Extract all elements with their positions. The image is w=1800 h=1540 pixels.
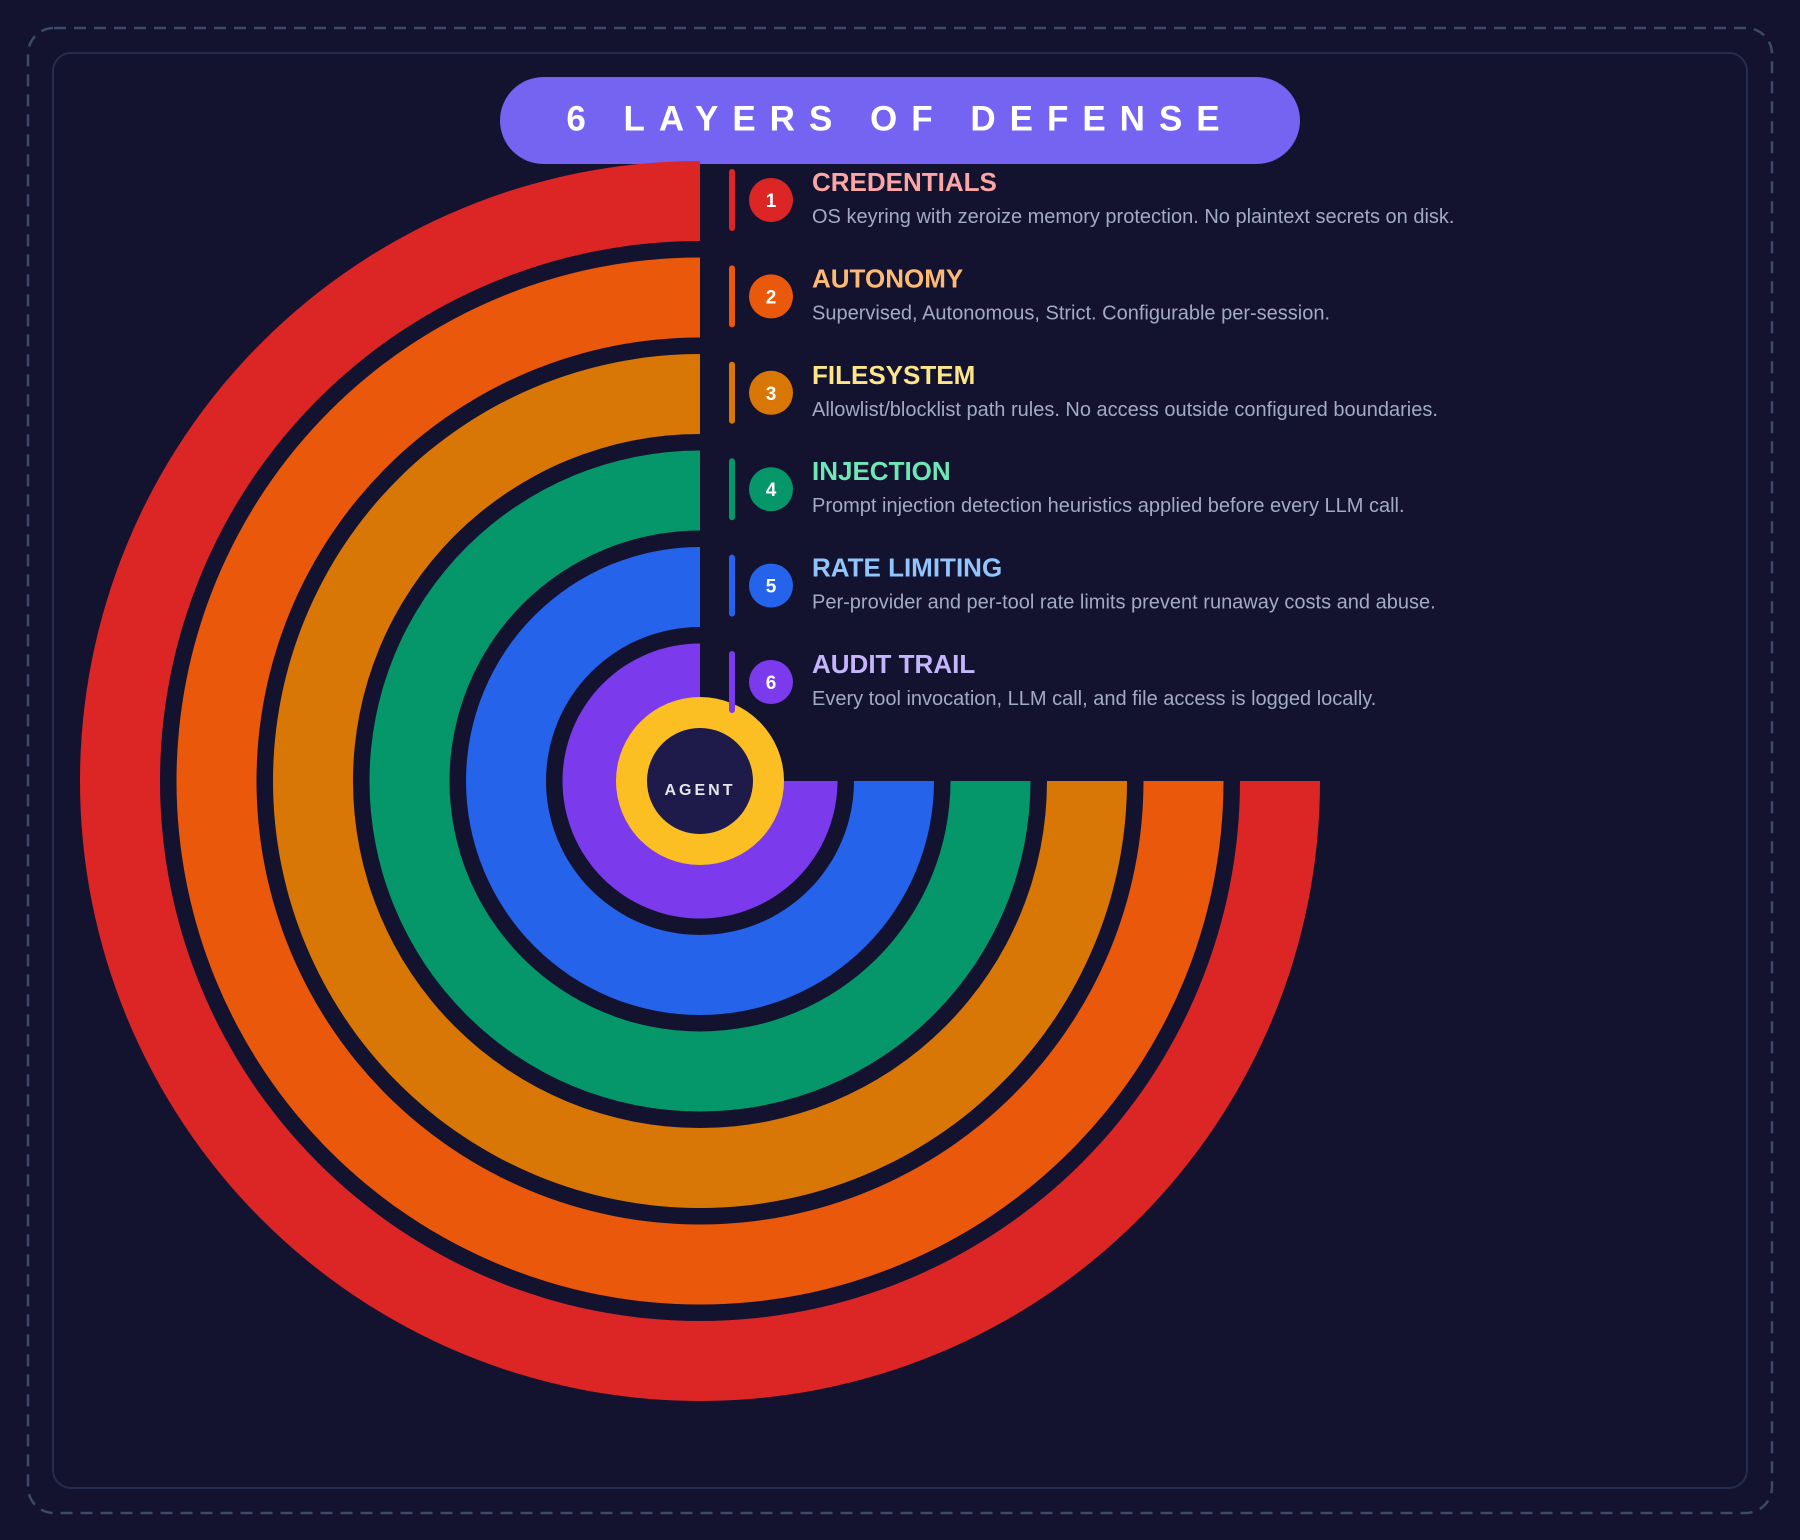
- title-pill: [500, 77, 1300, 164]
- layer-name: RATE LIMITING: [812, 553, 1002, 583]
- agent-core: [647, 728, 753, 834]
- layer-ring: [466, 547, 934, 1015]
- center-label: AGENT: [665, 782, 736, 799]
- layer-number: 4: [766, 480, 777, 501]
- layer-badge: [749, 563, 793, 608]
- layer-badge: [749, 660, 793, 704]
- layer-number: 3: [766, 384, 777, 405]
- layer-description: OS keyring with zeroize memory protectio…: [812, 206, 1454, 228]
- layer-description: Supervised, Autonomous, Strict. Configur…: [812, 302, 1330, 324]
- layer-number: 6: [766, 673, 777, 694]
- layer-marker: [729, 361, 735, 424]
- layer-description: Prompt injection detection heuristics ap…: [812, 495, 1405, 517]
- layer-badge: [749, 178, 793, 222]
- layer-badge: [749, 370, 793, 415]
- layer-marker: [729, 651, 735, 713]
- layer-badge: [749, 467, 793, 512]
- layer-name: AUDIT TRAIL: [812, 649, 975, 679]
- layer-description: Allowlist/blocklist path rules. No acces…: [812, 399, 1438, 421]
- layer-number: 5: [766, 577, 777, 598]
- layer-description: Per-provider and per-tool rate limits pr…: [812, 592, 1436, 614]
- layer-name: FILESYSTEM: [812, 360, 975, 390]
- layer-marker: [729, 458, 735, 521]
- inner-frame: [52, 52, 1748, 1489]
- title: 6 LAYERS OF DEFENSE: [566, 99, 1233, 138]
- layer-name: CREDENTIALS: [812, 167, 997, 197]
- layer-name: INJECTION: [812, 456, 951, 486]
- layer-badge: [749, 274, 793, 319]
- layer-name: AUTONOMY: [812, 263, 963, 293]
- layer-description: Every tool invocation, LLM call, and fil…: [812, 688, 1376, 710]
- layer-number: 2: [766, 287, 777, 308]
- layer-marker: [729, 554, 735, 617]
- outer-frame: [26, 26, 1774, 1515]
- layer-ring: [562, 643, 838, 919]
- layer-number: 1: [766, 191, 777, 212]
- layer-marker: [729, 265, 735, 328]
- layer-marker: [729, 169, 735, 231]
